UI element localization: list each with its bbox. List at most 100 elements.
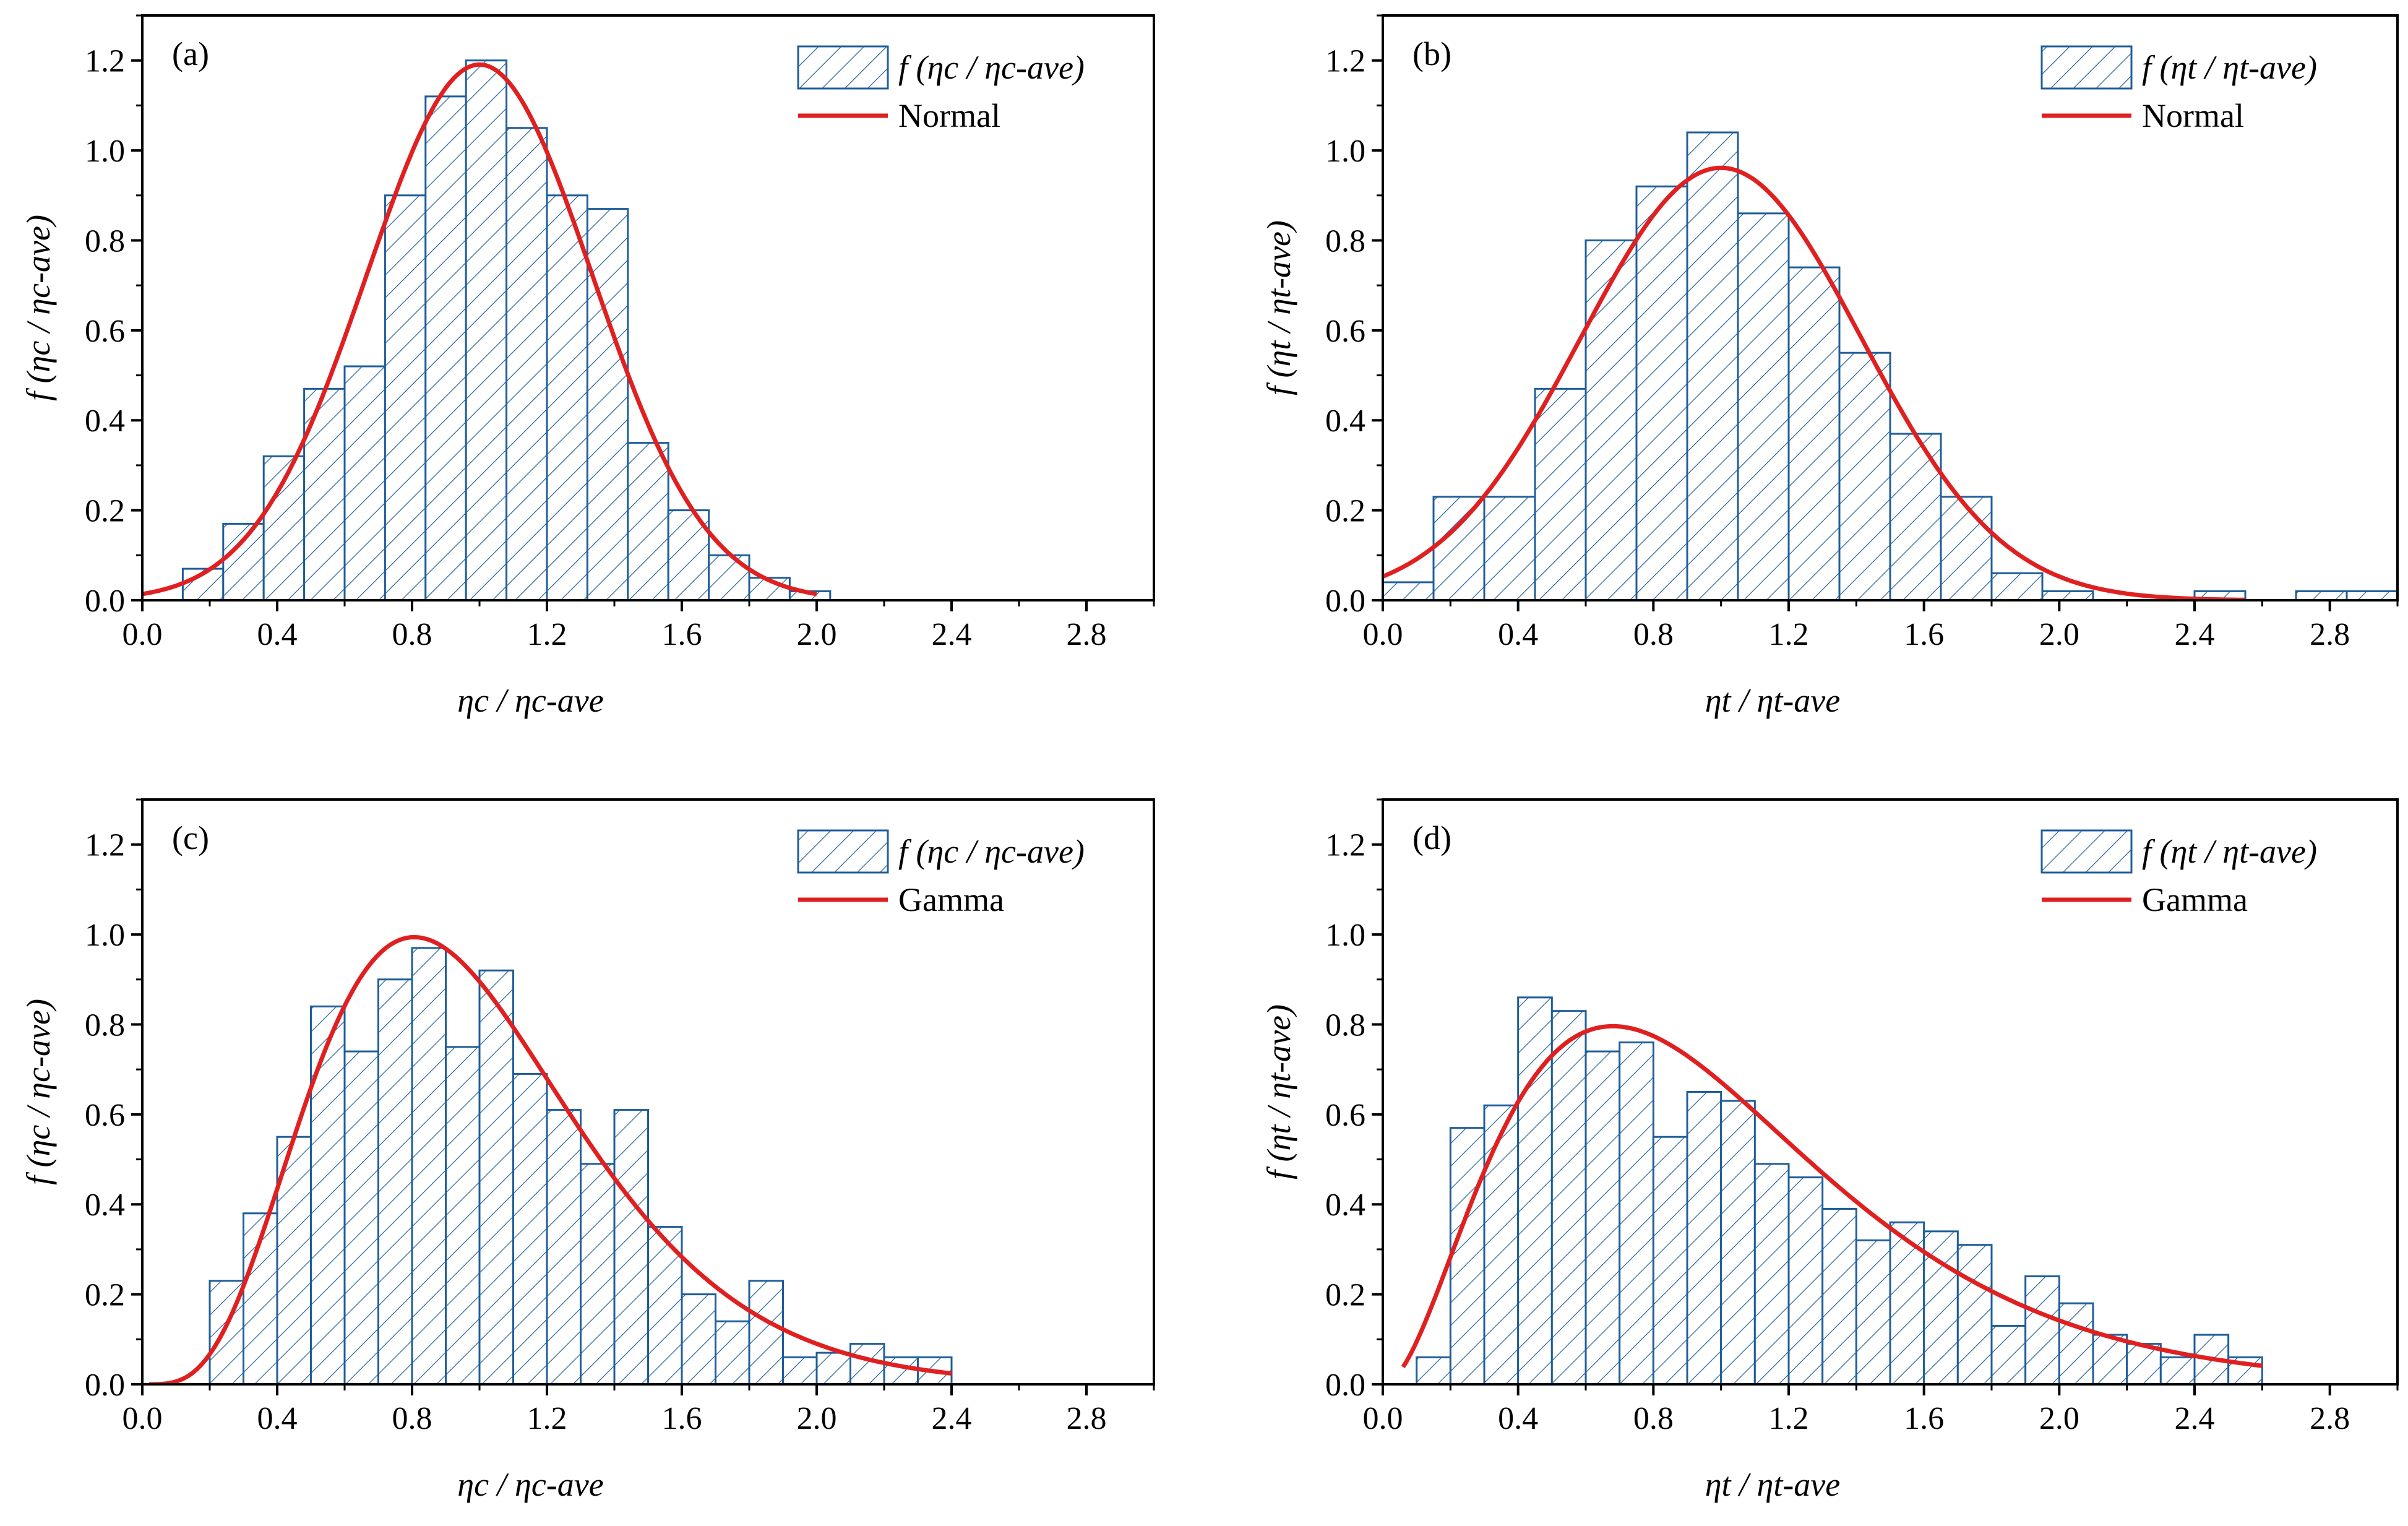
histogram-bar bbox=[1737, 212, 1790, 600]
y-tick-label: 1.2 bbox=[85, 828, 125, 863]
x-tick-label: 2.0 bbox=[797, 1401, 837, 1436]
legend-curve-label: Normal bbox=[2142, 97, 2244, 134]
legend-hist-label: f (ηt / ηt-ave) bbox=[2142, 833, 2317, 870]
histogram-bar bbox=[343, 1050, 379, 1384]
histogram-bar bbox=[1787, 266, 1841, 600]
histogram-bar bbox=[815, 1351, 851, 1384]
histogram-bar bbox=[1787, 1176, 1824, 1384]
y-tick-label: 0.6 bbox=[1325, 1098, 1365, 1133]
histogram-bar bbox=[1517, 996, 1553, 1384]
y-axis-title: f (ηc / ηc-ave) bbox=[20, 215, 57, 401]
histogram-bar bbox=[465, 59, 508, 600]
histogram-bar bbox=[1940, 496, 1993, 600]
y-tick-label: 0.6 bbox=[85, 1098, 125, 1133]
panel-label: (d) bbox=[1413, 819, 1451, 856]
x-tick-label: 1.6 bbox=[1904, 617, 1944, 652]
histogram-bar bbox=[222, 522, 265, 600]
x-tick-label: 2.4 bbox=[932, 617, 972, 652]
histogram-bar bbox=[1652, 1136, 1688, 1384]
y-tick-label: 0.0 bbox=[1325, 584, 1365, 619]
y-tick-label: 0.0 bbox=[1325, 1368, 1365, 1403]
y-axis-title: f (ηt / ηt-ave) bbox=[1260, 1004, 1297, 1179]
legend-curve-label: Gamma bbox=[898, 881, 1004, 918]
histogram-bar bbox=[2159, 1356, 2196, 1384]
x-tick-label: 0.4 bbox=[1498, 617, 1538, 652]
legend: f (ηc / ηc-ave) Gamma bbox=[797, 829, 1085, 918]
histogram-bar bbox=[445, 1046, 481, 1384]
legend-hist-swatch bbox=[797, 829, 889, 874]
histogram-bar bbox=[2346, 590, 2397, 600]
plot-frame bbox=[1382, 798, 2399, 1386]
y-axis-title: f (ηt / ηt-ave) bbox=[1260, 220, 1297, 395]
y-tick-label: 1.0 bbox=[1325, 134, 1365, 169]
histogram-bar bbox=[1990, 1325, 2027, 1384]
y-tick-label: 1.2 bbox=[85, 44, 125, 79]
histogram-bar bbox=[748, 1280, 784, 1384]
x-tick-label: 0.8 bbox=[392, 617, 432, 652]
x-axis: 0.0 0.4 0.8 1.2 1.6 2.0 2.4 2.8 bbox=[123, 600, 1155, 652]
legend-hist-swatch bbox=[2040, 829, 2133, 874]
legend-hist-label: f (ηc / ηc-ave) bbox=[898, 49, 1085, 86]
histogram-bar bbox=[1585, 1050, 1621, 1384]
x-tick-label: 0.4 bbox=[257, 1401, 298, 1436]
legend-curve-label: Gamma bbox=[2142, 881, 2248, 918]
x-tick-label: 2.8 bbox=[1067, 1401, 1107, 1436]
panel-3: 0.0 0.4 0.8 1.2 1.6 2.0 2.4 2.8 0.0 0.2 0.4 0.6 0.8 1… bbox=[1260, 798, 2399, 1503]
y-tick-label: 0.8 bbox=[85, 1007, 125, 1043]
histogram-bar bbox=[1449, 1127, 1486, 1384]
histogram-bar bbox=[310, 1005, 346, 1384]
y-tick-label: 1.0 bbox=[85, 134, 125, 169]
x-tick-label: 0.0 bbox=[1363, 1401, 1403, 1436]
histogram-bar bbox=[1686, 131, 1739, 600]
histogram-bar bbox=[2024, 1275, 2060, 1384]
x-tick-label: 1.6 bbox=[662, 1401, 702, 1436]
histogram-bar bbox=[2041, 590, 2094, 600]
legend-hist-swatch bbox=[797, 45, 889, 90]
histogram-bars bbox=[181, 59, 832, 600]
histogram-bar bbox=[2058, 1302, 2094, 1384]
histogram-bar bbox=[1753, 1163, 1790, 1384]
y-axis: 0.0 0.2 0.4 0.6 0.8 1.0 1.2 bbox=[1325, 798, 1383, 1403]
histogram-bar bbox=[505, 127, 548, 600]
y-tick-label: 0.2 bbox=[1325, 1278, 1365, 1313]
histogram-bar bbox=[708, 554, 750, 600]
legend-curve-label: Normal bbox=[898, 97, 1000, 134]
x-tick-label: 1.2 bbox=[1769, 1401, 1809, 1436]
histogram-bar bbox=[1838, 351, 1891, 600]
panel-label: (c) bbox=[172, 819, 209, 856]
x-axis-title: ηt / ηt-ave bbox=[1705, 1466, 1841, 1503]
histogram-bar bbox=[546, 194, 588, 600]
y-tick-label: 0.0 bbox=[85, 1368, 125, 1403]
x-tick-label: 1.6 bbox=[1904, 1401, 1944, 1436]
panel-label: (a) bbox=[172, 35, 209, 72]
histogram-bar bbox=[1635, 185, 1688, 600]
histogram-bars bbox=[209, 947, 953, 1384]
x-tick-label: 2.4 bbox=[932, 1401, 972, 1436]
plot-frame bbox=[141, 14, 1155, 601]
x-axis-title: ηc / ηc-ave bbox=[457, 1466, 603, 1503]
histogram-bar bbox=[377, 978, 413, 1384]
histogram-bar bbox=[883, 1356, 919, 1384]
histogram-bar bbox=[384, 194, 427, 600]
histogram-bars bbox=[1416, 996, 2263, 1384]
y-tick-label: 0.6 bbox=[1325, 314, 1365, 349]
histogram-bar bbox=[1383, 581, 1435, 600]
y-tick-label: 1.2 bbox=[1325, 828, 1365, 863]
y-tick-label: 0.2 bbox=[1325, 494, 1365, 529]
panel-2: 0.0 0.4 0.8 1.2 1.6 2.0 2.4 2.8 0.0 0.2 0.4 0.6 0.8 1… bbox=[20, 798, 1155, 1503]
y-tick-label: 0.4 bbox=[1325, 403, 1365, 439]
histogram-bar bbox=[1686, 1091, 1722, 1384]
legend-hist-swatch bbox=[2040, 45, 2133, 90]
y-tick-label: 0.4 bbox=[85, 403, 125, 439]
y-tick-label: 0.2 bbox=[85, 494, 125, 529]
histogram-bar bbox=[627, 442, 669, 600]
x-tick-label: 2.0 bbox=[2039, 1401, 2079, 1436]
y-tick-label: 0.2 bbox=[85, 1278, 125, 1313]
x-tick-label: 0.0 bbox=[123, 617, 163, 652]
histogram-bar bbox=[2126, 1343, 2162, 1384]
legend-hist-label: f (ηt / ηt-ave) bbox=[2142, 49, 2317, 86]
legend: f (ηc / ηc-ave) Normal bbox=[797, 45, 1085, 134]
x-axis-title: ηc / ηc-ave bbox=[457, 682, 603, 719]
x-tick-label: 2.4 bbox=[2175, 1401, 2215, 1436]
